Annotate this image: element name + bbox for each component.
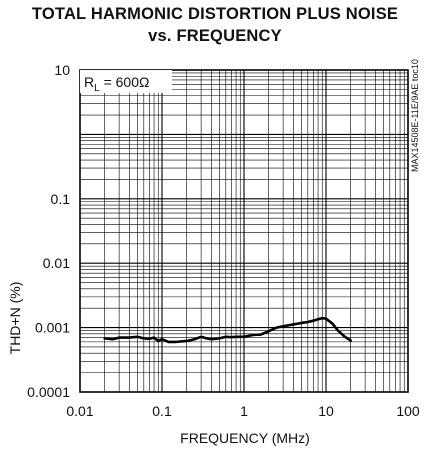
x-tick-label: 100 (396, 403, 420, 419)
x-tick-label: 0.1 (152, 403, 172, 419)
major-gridlines (80, 70, 408, 392)
x-tick-label: 0.01 (66, 403, 93, 419)
x-tick-labels: 0.01 0.1 1 10 100 (66, 403, 420, 419)
x-tick-label: 10 (318, 403, 334, 419)
thd-n-series-line (103, 316, 352, 344)
y-tick-label: 0.01 (43, 255, 70, 271)
y-tick-label: 0.1 (51, 191, 71, 207)
load-resistance-annotation: RL = 600Ω (84, 74, 149, 94)
chart-title-line-1: TOTAL HARMONIC DISTORTION PLUS NOISE (31, 5, 399, 23)
plot-frame (79, 69, 409, 393)
y-tick-label: 0.001 (35, 320, 70, 336)
x-tick-label: 1 (240, 403, 248, 419)
series-group (103, 316, 352, 344)
y-tick-labels: 10 0.1 0.01 0.001 0.0001 (27, 62, 70, 400)
y-tick-label: 10 (54, 62, 70, 78)
y-axis-title: THD+N (%) (7, 282, 23, 355)
y-tick-label: 0.0001 (27, 384, 70, 400)
chart-title-line-2: vs. FREQUENCY (148, 27, 282, 45)
x-axis-title: FREQUENCY (MHz) (180, 430, 310, 446)
annotation-background (80, 70, 172, 93)
figure-id-label: MAX14508E-11E/9AE toc10 (410, 59, 420, 172)
